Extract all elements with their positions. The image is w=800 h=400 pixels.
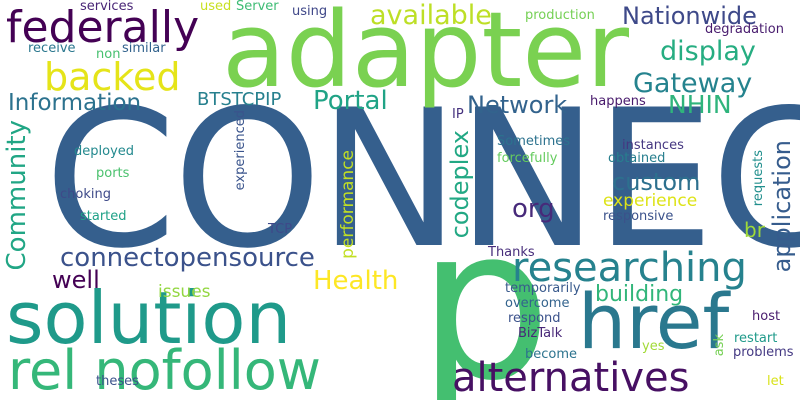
word-portal: Portal [313, 86, 388, 116]
word-connectopensource: connectopensource [60, 243, 315, 273]
word-degradation: degradation [705, 22, 784, 37]
word-responsive: responsive [603, 209, 674, 224]
word-tcp: TCP [268, 222, 293, 237]
word-researching: researching [512, 245, 747, 291]
word-using: using [292, 4, 328, 19]
word-production: production [525, 8, 595, 23]
word-become: become [525, 347, 578, 362]
word-experience: experience [603, 191, 698, 211]
word-respond: respond [508, 311, 561, 326]
word-theses: theses [96, 374, 139, 389]
word-issues: issues [158, 282, 211, 302]
word-services: services [80, 0, 134, 14]
word-choking: choking [60, 187, 111, 202]
word-health: Health [313, 266, 399, 296]
word-similar: similar [122, 41, 166, 56]
word-performance: performance [338, 150, 358, 259]
word-forcefully: forcefully [497, 151, 558, 166]
word-custom: custom [612, 168, 701, 196]
word-org: org [512, 194, 555, 224]
word-temporarily: temporarily [505, 281, 581, 296]
word-btstcpip: BTSTCPIP [197, 89, 282, 110]
word-ports: ports [96, 166, 130, 181]
word-codeplex: codeplex [446, 130, 474, 239]
word-network: Network [467, 91, 568, 119]
word-federally: federally [6, 2, 200, 53]
word-available: available [370, 0, 492, 31]
word-problems: problems [733, 345, 794, 360]
word-receive: receive [28, 41, 76, 56]
word-community: Community [2, 120, 32, 271]
word-server: Server [236, 0, 279, 14]
word-restart: restart [734, 331, 778, 346]
word-obtained: obtained [608, 151, 666, 166]
word-overcome: overcome [505, 296, 570, 311]
word-started: started [80, 209, 127, 224]
word-gateway: Gateway [633, 68, 753, 99]
word-requests: requests [751, 150, 766, 207]
word-solution: solution [6, 276, 292, 360]
word-non: non [96, 47, 121, 62]
word-ip: IP [452, 107, 464, 122]
word-happens: happens [590, 94, 646, 109]
word-biztalk: BizTalk [518, 326, 563, 341]
word-rel-nofollow: rel nofollow [8, 339, 321, 400]
word-used: used [200, 0, 232, 14]
word-experienced: experienced [233, 110, 248, 191]
word-building: building [595, 282, 684, 307]
word-alternatives: alternatives [452, 355, 690, 400]
word-p: p [418, 182, 552, 400]
word-let: let [767, 374, 784, 389]
word-ask: ask [712, 334, 727, 357]
word-br: br [744, 218, 765, 242]
word-thanks: Thanks [488, 245, 535, 260]
word-well: well [52, 266, 100, 294]
word-backed: backed [44, 55, 181, 99]
word-information: Information [8, 90, 142, 116]
word-yes: yes [642, 339, 665, 354]
word-connect: CONNECT [44, 69, 800, 290]
word-application: application [768, 140, 796, 273]
word-nationwide: Nationwide [622, 2, 757, 30]
word-sometimes: Sometimes [497, 134, 571, 149]
word-display: display [660, 36, 756, 67]
word-adapter: adapter [222, 0, 630, 111]
word-nhin: NHIN [668, 90, 732, 119]
word-href: href [578, 277, 730, 366]
word-instances: instances [622, 138, 684, 153]
word-deployed: deployed [74, 144, 135, 159]
word-host: host [752, 309, 781, 324]
